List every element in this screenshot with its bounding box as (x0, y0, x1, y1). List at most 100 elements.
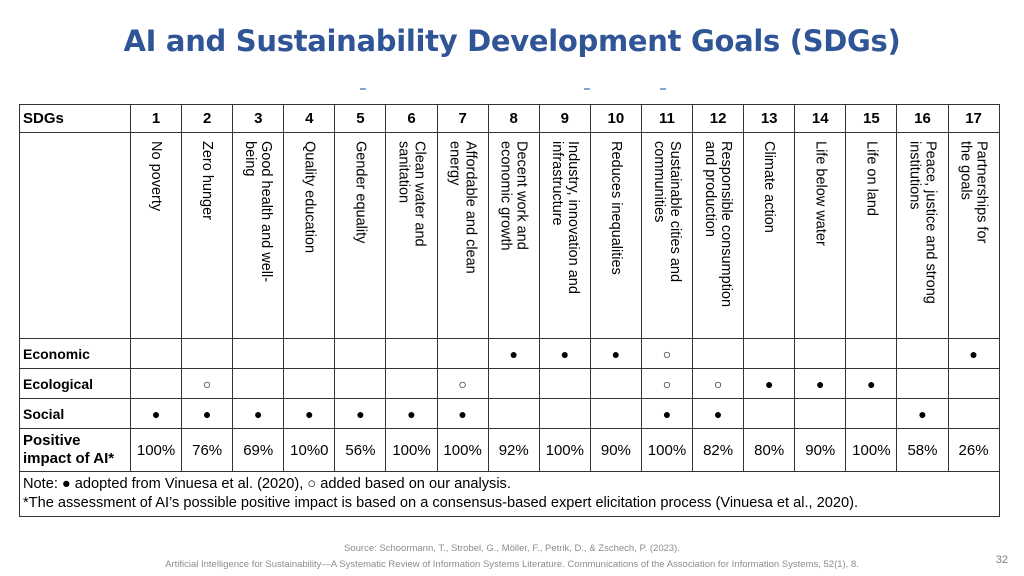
sdg-number: 6 (385, 104, 438, 133)
sdg-number: 7 (436, 104, 489, 133)
sdg-number: 10 (589, 104, 642, 133)
mark-cell (487, 398, 540, 429)
mark-cell: ○ (181, 368, 234, 399)
sdg-number: 9 (538, 104, 591, 133)
mark-cell: ● (640, 398, 694, 429)
goal-name-cell: Zero hunger (181, 132, 234, 339)
goal-name-cell: Peace, justice and strong institutions (896, 132, 949, 339)
impact-value: 92% (487, 428, 540, 472)
mark-cell: ● (385, 398, 438, 429)
goal-name-cell: Responsible consumption and production (692, 132, 745, 339)
mark-cell (589, 368, 642, 399)
note-line: *The assessment of AI’s possible positiv… (23, 495, 859, 511)
goal-name: Sustainable cities and communities (650, 141, 683, 283)
mark-cell: ● (181, 398, 234, 429)
sdg-number: 11 (640, 104, 694, 133)
dimension-row: Social ● ● ● ● ● ● ● ● ● ● (19, 398, 1000, 429)
goal-name-cell: No poverty (129, 132, 183, 339)
row-label: Ecological (19, 368, 131, 399)
sdg-number: 3 (232, 104, 285, 133)
goal-name: Gender equality (352, 141, 369, 244)
mark-cell (845, 398, 898, 429)
mark-cell (743, 398, 796, 429)
mark-cell (794, 338, 847, 369)
goal-name-cell: Life on land (845, 132, 898, 339)
mark-cell (334, 338, 387, 369)
note-cell: Note: ● adopted from Vinuesa et al. (202… (19, 471, 1000, 517)
goal-name-cell: Gender equality (334, 132, 387, 339)
note-row: Note: ● adopted from Vinuesa et al. (202… (19, 471, 1000, 517)
impact-value: 100% (640, 428, 694, 472)
impact-row: Positive impact of AI* 100% 76% 69% 10%0 56% 10… (19, 428, 1000, 472)
goal-name: Quality education (301, 141, 318, 254)
header-label: SDGs (19, 104, 131, 133)
mark-cell: ● (436, 398, 489, 429)
row-label: Economic (19, 338, 131, 369)
slide-title: AI and Sustainability Development Goals … (123, 24, 901, 58)
mark-cell (232, 368, 285, 399)
goal-name: Partnerships for the goals (957, 141, 990, 244)
goal-names-row: No poverty Zero hunger Good health and wel… (19, 132, 1000, 339)
mark-cell (283, 338, 336, 369)
impact-value: 76% (181, 428, 234, 472)
sdg-number: 13 (743, 104, 796, 133)
mark-cell (181, 338, 234, 369)
sdg-number: 4 (283, 104, 336, 133)
mark-cell: ● (129, 398, 183, 429)
goal-name-cell: Good health and well- being (232, 132, 285, 339)
goal-name: Climate action (761, 141, 778, 233)
goal-name-cell: Life below water (794, 132, 847, 339)
goal-name: Clean water and sanitation (395, 141, 428, 247)
mark-cell (947, 398, 1000, 429)
mark-cell: ● (334, 398, 387, 429)
mark-cell: ○ (640, 338, 694, 369)
goal-name: Life below water (812, 141, 829, 246)
impact-value: 90% (794, 428, 847, 472)
goal-name: Good health and well- being (242, 141, 275, 283)
mark-cell (232, 338, 285, 369)
goal-name: Industry, innovation and infrastructure (548, 141, 581, 294)
dimension-row: Ecological ○ ○ ○ ○ ● ● ● (19, 368, 1000, 399)
impact-value: 69% (232, 428, 285, 472)
sdg-number: 8 (487, 104, 540, 133)
header-row: SDGs 1 2 3 4 5 6 7 8 9 10 11 12 13 14 15 16 17 (19, 104, 1000, 133)
mark-cell (794, 398, 847, 429)
mark-cell (845, 338, 898, 369)
mark-cell: ● (538, 338, 591, 369)
impact-value: 90% (589, 428, 642, 472)
row-label: Social (19, 398, 131, 429)
mark-cell (385, 338, 438, 369)
mark-cell: ● (947, 338, 1000, 369)
goal-name: Peace, justice and strong institutions (906, 141, 939, 304)
decorative-dash (584, 88, 590, 90)
mark-cell (283, 368, 336, 399)
sdg-number: 15 (845, 104, 898, 133)
blank-cell (19, 132, 131, 339)
source-citation: Source: Schoormann, T., Strobel, G., Möl… (0, 541, 1024, 573)
goal-name-cell: Climate action (743, 132, 796, 339)
mark-cell: ○ (436, 368, 489, 399)
impact-value: 10%0 (283, 428, 336, 472)
page-number: 32 (995, 554, 1008, 566)
goal-name: Zero hunger (199, 141, 216, 220)
mark-cell (947, 368, 1000, 399)
mark-cell: ● (487, 338, 540, 369)
mark-cell (129, 368, 183, 399)
goal-name-cell: Industry, innovation and infrastructure (538, 132, 591, 339)
goal-name-cell: Quality education (283, 132, 336, 339)
goal-name: Responsible consumption and production (702, 141, 735, 308)
mark-cell: ● (794, 368, 847, 399)
goal-name-cell: Sustainable cities and communities (640, 132, 694, 339)
sdg-number: 17 (947, 104, 1000, 133)
sdg-number: 14 (794, 104, 847, 133)
mark-cell (896, 338, 949, 369)
impact-value: 100% (538, 428, 591, 472)
mark-cell (334, 368, 387, 399)
impact-label-line: impact of AI* (23, 450, 115, 467)
goal-name: Affordable and clean energy (446, 141, 479, 274)
dimension-row: Economic ● ● ● ○ ● (19, 338, 1000, 369)
impact-value: 56% (334, 428, 387, 472)
mark-cell (436, 338, 489, 369)
sdg-table: SDGs 1 2 3 4 5 6 7 8 9 10 11 12 13 14 15 16 17 No poverty Z… (19, 104, 1000, 523)
goal-name-cell: Partnerships for the goals (947, 132, 1000, 339)
